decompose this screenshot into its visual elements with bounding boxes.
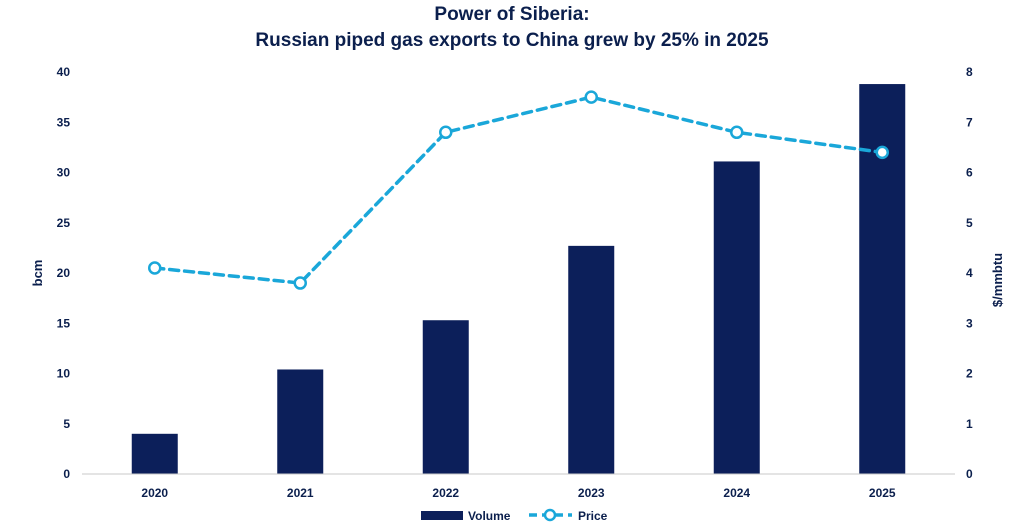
price-point-2022 — [439, 125, 453, 140]
price-line — [153, 95, 884, 285]
right-tick-label: 0 — [966, 467, 973, 481]
price-point-2025 — [875, 145, 889, 160]
legend: Volume Price — [421, 508, 608, 523]
right-axis-ticks: 0 1 2 3 4 5 6 7 8 — [966, 65, 973, 481]
legend-volume-label: Volume — [468, 509, 511, 523]
right-tick-label: 4 — [966, 266, 973, 280]
price-line-series — [148, 90, 889, 290]
left-tick-label: 25 — [57, 216, 71, 230]
right-tick-label: 2 — [966, 367, 973, 381]
chart-title: Power of Siberia: — [434, 4, 590, 25]
x-tick-label: 2023 — [578, 486, 605, 500]
right-tick-label: 6 — [966, 166, 973, 180]
x-tick-label: 2021 — [287, 486, 314, 500]
left-tick-label: 5 — [63, 417, 70, 431]
legend-price-label: Price — [578, 509, 608, 523]
volume-bar-2022 — [422, 320, 469, 474]
left-tick-label: 10 — [57, 367, 71, 381]
left-tick-label: 40 — [57, 65, 71, 79]
price-point-2020 — [148, 261, 162, 275]
left-tick-label: 30 — [57, 166, 71, 180]
right-tick-label: 5 — [966, 216, 973, 230]
volume-bar-2025 — [859, 84, 906, 474]
right-tick-label: 1 — [966, 417, 973, 431]
left-tick-label: 35 — [57, 115, 71, 129]
x-tick-label: 2025 — [869, 486, 896, 500]
chart-subtitle: Russian piped gas exports to China grew … — [255, 30, 769, 51]
volume-bar-2023 — [568, 245, 615, 474]
left-tick-label: 15 — [57, 316, 71, 330]
y-axis-label-left: bcm — [30, 260, 45, 287]
y-axis-label-right: $/mmbtu — [990, 253, 1005, 307]
legend-volume-swatch — [421, 511, 463, 520]
volume-bar-2024 — [713, 161, 760, 474]
x-tick-label: 2020 — [141, 486, 168, 500]
legend-price-marker — [543, 508, 557, 522]
price-point-2023 — [584, 90, 598, 104]
price-point-2021 — [293, 276, 307, 290]
x-axis-ticks: 2020 2021 2022 2023 2024 2025 — [141, 486, 896, 500]
left-axis-ticks: 0 5 10 15 20 25 30 35 40 — [57, 65, 71, 481]
left-tick-label: 0 — [63, 467, 70, 481]
volume-bars — [131, 84, 906, 474]
volume-bar-2021 — [277, 369, 324, 474]
left-tick-label: 20 — [57, 266, 71, 280]
price-point-2024 — [730, 125, 744, 140]
x-tick-label: 2022 — [432, 486, 459, 500]
right-tick-label: 3 — [966, 316, 973, 330]
volume-bar-2020 — [131, 433, 178, 474]
right-tick-label: 8 — [966, 65, 973, 79]
x-tick-label: 2024 — [723, 486, 750, 500]
right-tick-label: 7 — [966, 115, 973, 129]
